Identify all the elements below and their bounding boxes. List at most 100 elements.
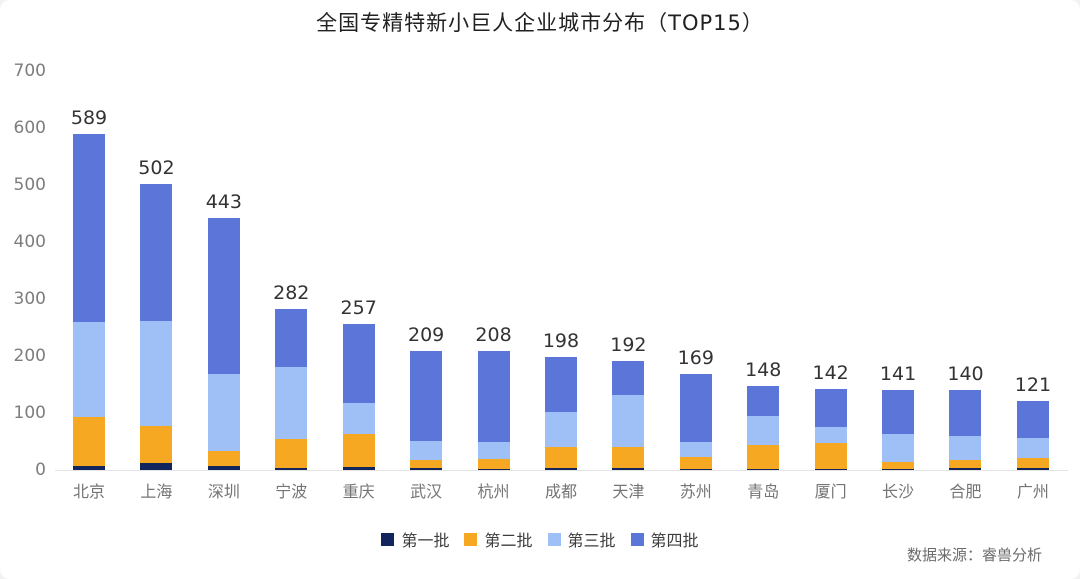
x-axis-category-label: 杭州 xyxy=(477,482,510,501)
bar-segment-第三批 xyxy=(544,411,577,448)
bar-segment-第四批 xyxy=(477,351,510,443)
bar-total-label: 198 xyxy=(542,330,580,353)
legend-label: 第四批 xyxy=(650,531,699,550)
bar-segment-第四批 xyxy=(275,309,308,367)
x-axis-category-label: 武汉 xyxy=(410,482,443,501)
bar-total-label: 169 xyxy=(677,346,714,369)
bar-segment-第二批 xyxy=(140,425,173,464)
bar-武汉: 209 武汉 xyxy=(408,324,444,501)
bar-segment-第四批 xyxy=(612,360,645,396)
bar-上海: 502 上海 xyxy=(138,157,174,501)
y-axis-tick-label: 600 xyxy=(13,118,46,138)
bar-segment-第四批 xyxy=(410,350,443,441)
bar-segment-第二批 xyxy=(544,447,577,469)
bar-segment-第四批 xyxy=(207,217,240,375)
bar-segment-第三批 xyxy=(342,402,375,434)
bar-segment-第一批 xyxy=(207,466,240,470)
bar-segment-第二批 xyxy=(679,457,712,469)
bar-total-label: 502 xyxy=(138,156,175,179)
bar-total-label: 148 xyxy=(745,358,782,381)
bar-total-label: 121 xyxy=(1014,374,1052,397)
bar-segment-第三批 xyxy=(747,415,780,445)
legend-swatch-icon xyxy=(381,532,395,546)
x-axis-category-label: 重庆 xyxy=(342,482,375,501)
bar-青岛: 148 青岛 xyxy=(745,359,781,501)
legend-item-第四批: 第四批 xyxy=(630,527,699,551)
bar-segment-第三批 xyxy=(679,442,712,458)
bar-segment-第一批 xyxy=(882,468,915,470)
bar-segment-第二批 xyxy=(477,458,510,469)
bar-segment-第三批 xyxy=(140,321,173,426)
bar-segment-第四批 xyxy=(140,183,173,322)
bar-重庆: 257 重庆 xyxy=(341,297,377,501)
x-axis-category-label: 天津 xyxy=(612,482,645,501)
bar-长沙: 141 长沙 xyxy=(880,363,916,501)
bar-total-label: 141 xyxy=(879,362,917,385)
data-source-label: 数据来源：睿兽分析 xyxy=(906,546,1042,564)
bar-segment-第一批 xyxy=(140,463,173,470)
x-axis-baseline xyxy=(55,470,1068,471)
bar-segment-第二批 xyxy=(814,443,847,469)
bar-segment-第四批 xyxy=(679,373,712,443)
x-axis-category-label: 长沙 xyxy=(882,482,915,501)
bar-segment-第二批 xyxy=(882,462,915,469)
bar-segment-第三批 xyxy=(477,442,510,459)
bar-total-label: 140 xyxy=(947,363,984,386)
bar-广州: 121 广州 xyxy=(1015,374,1051,501)
bar-total-label: 208 xyxy=(475,324,512,347)
legend-swatch-icon xyxy=(464,532,478,546)
bar-segment-第一批 xyxy=(814,468,847,470)
bar-深圳: 443 深圳 xyxy=(206,191,242,502)
bar-segment-第二批 xyxy=(275,439,308,469)
x-axis-category-label: 上海 xyxy=(140,482,173,501)
x-axis-category-label: 成都 xyxy=(544,482,577,501)
bar-total-label: 257 xyxy=(340,296,377,319)
bar-segment-第四批 xyxy=(73,134,105,322)
bar-成都: 198 成都 xyxy=(543,330,579,501)
bar-segment-第一批 xyxy=(1016,468,1049,470)
bar-segment-第二批 xyxy=(612,446,645,468)
bar-segment-第一批 xyxy=(477,468,510,470)
legend-item-第三批: 第三批 xyxy=(547,527,616,551)
bar-segment-第三批 xyxy=(207,374,240,451)
bar-total-label: 142 xyxy=(812,362,849,385)
bar-total-label: 209 xyxy=(407,323,445,346)
legend-label: 第三批 xyxy=(567,531,616,550)
plot-area: 589 北京 502 上海 443 深圳 282 宁波 257 重庆 209 武汉 208 杭州 198 成都… xyxy=(71,107,1051,502)
bar-segment-第三批 xyxy=(275,366,308,440)
bar-segment-第三批 xyxy=(410,440,443,460)
bar-segment-第二批 xyxy=(342,433,375,468)
x-axis-category-label: 青岛 xyxy=(747,482,780,501)
x-axis-category-label: 深圳 xyxy=(207,482,240,501)
bar-segment-第四批 xyxy=(342,323,375,403)
y-axis: 0 100 200 300 400 500 600 700 xyxy=(0,0,46,579)
bar-苏州: 169 苏州 xyxy=(678,347,714,501)
bar-segment-第一批 xyxy=(73,466,105,470)
legend-swatch-icon xyxy=(630,532,644,546)
bar-segment-第一批 xyxy=(544,468,577,470)
y-axis-tick-label: 200 xyxy=(13,346,46,366)
y-axis-tick-label: 500 xyxy=(13,175,46,195)
bar-segment-第二批 xyxy=(410,459,443,469)
bar-total-label: 443 xyxy=(205,190,242,213)
bar-segment-第三批 xyxy=(1016,438,1049,459)
x-axis-category-label: 广州 xyxy=(1016,482,1049,501)
y-axis-tick-label: 700 xyxy=(13,61,46,81)
bar-segment-第四批 xyxy=(544,357,577,412)
y-axis-tick-label: 0 xyxy=(35,460,46,480)
bar-segment-第一批 xyxy=(410,468,443,470)
bar-天津: 192 天津 xyxy=(610,334,646,501)
x-axis-category-label: 合肥 xyxy=(949,482,982,501)
bar-厦门: 142 厦门 xyxy=(813,362,849,501)
bar-segment-第四批 xyxy=(882,389,915,434)
bar-segment-第三批 xyxy=(949,435,982,460)
chart-title: 全国专精特新小巨人企业城市分布（TOP15） xyxy=(316,11,764,35)
legend-label: 第二批 xyxy=(484,531,533,550)
x-axis-category-label: 宁波 xyxy=(275,482,308,501)
y-axis-tick-label: 100 xyxy=(13,403,46,423)
legend-swatch-icon xyxy=(547,532,561,546)
legend-item-第二批: 第二批 xyxy=(464,527,533,551)
bar-total-label: 192 xyxy=(610,333,647,356)
bar-segment-第二批 xyxy=(73,417,105,467)
legend: 第一批 第二批 第三批 第四批 xyxy=(0,527,1080,551)
